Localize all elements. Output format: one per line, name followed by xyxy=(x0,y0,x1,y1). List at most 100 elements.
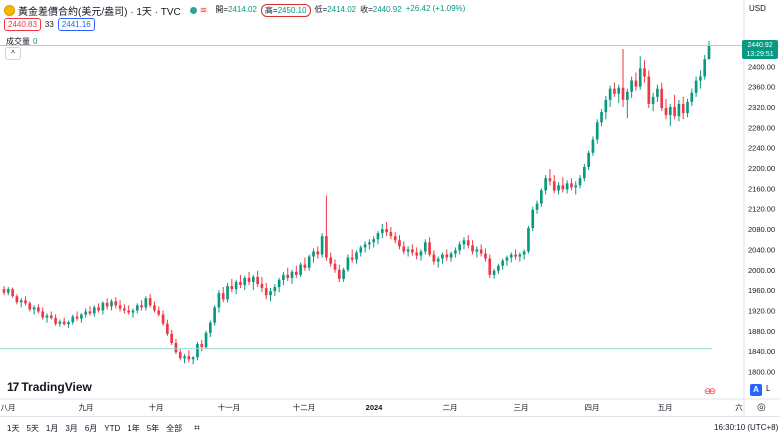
range-3m[interactable]: 3月 xyxy=(65,423,78,433)
candle xyxy=(613,82,616,97)
candle xyxy=(277,277,281,293)
candle-body xyxy=(118,305,122,309)
candle xyxy=(230,278,234,293)
trend-icon[interactable]: ≋ xyxy=(199,4,208,15)
tradingview-logo[interactable]: 17 TradingView xyxy=(7,380,92,394)
range-6m[interactable]: 6月 xyxy=(84,423,98,433)
candle-body xyxy=(153,305,156,311)
candle xyxy=(282,271,285,286)
candle xyxy=(471,240,474,255)
symbol-title[interactable]: 黃金差價合約(美元/盎司) · 1天 · TVC xyxy=(18,6,181,18)
candle xyxy=(247,271,251,286)
settings-icon[interactable]: ◎ xyxy=(757,402,766,413)
candle xyxy=(359,245,363,257)
candle-body xyxy=(359,247,363,253)
candle-body xyxy=(634,80,638,87)
range-5d[interactable]: 5天 xyxy=(26,423,39,433)
candle xyxy=(475,246,479,258)
currency-selector[interactable]: USD xyxy=(749,4,766,13)
auto-scale-button[interactable]: A xyxy=(750,384,762,396)
candle-body xyxy=(11,289,14,297)
price-tick-label: 2080.00 xyxy=(748,225,775,234)
time-tick-label: 八月 xyxy=(1,403,16,412)
candle xyxy=(157,306,161,317)
candle-body xyxy=(37,307,40,312)
candle-body xyxy=(226,286,229,300)
candle-body xyxy=(144,298,148,308)
time-tick-label: 十月 xyxy=(149,402,164,412)
candle xyxy=(699,70,702,89)
calendar-icon[interactable]: ⌗ xyxy=(194,422,200,434)
range-1y[interactable]: 1年 xyxy=(127,423,140,433)
candle-body xyxy=(337,269,341,279)
candle xyxy=(565,180,569,194)
clock-display[interactable]: 16:30:10 (UTC+8) xyxy=(714,423,779,432)
candle xyxy=(196,341,199,361)
candle-body xyxy=(273,287,277,292)
candle-body xyxy=(432,254,436,262)
candle xyxy=(638,56,642,90)
gold-symbol-icon xyxy=(4,4,15,16)
candle-body xyxy=(703,59,707,77)
candle-body xyxy=(376,233,380,240)
range-all[interactable]: 全部 xyxy=(166,423,183,433)
time-tick-label: 十一月 xyxy=(218,402,241,412)
candle-body xyxy=(84,311,88,315)
candle xyxy=(221,287,225,303)
candle-body xyxy=(441,254,444,259)
candle-body xyxy=(368,242,371,245)
sell-button[interactable]: 2440.83 xyxy=(4,18,41,31)
volume-label[interactable]: 成交量 xyxy=(6,37,30,46)
candle-body xyxy=(329,257,333,264)
candle-body xyxy=(647,76,651,104)
candle xyxy=(62,317,66,326)
buy-button[interactable]: 2441.16 xyxy=(57,18,95,31)
price-tick-label: 2200.00 xyxy=(748,164,775,173)
price-tick-label: 1800.00 xyxy=(748,368,775,377)
range-5y[interactable]: 5年 xyxy=(146,423,160,433)
candle-body xyxy=(239,281,242,286)
candle xyxy=(574,181,578,195)
candle xyxy=(217,290,221,313)
candle-body xyxy=(694,80,698,93)
candle xyxy=(514,249,517,260)
candle-body xyxy=(527,228,530,252)
candle-body xyxy=(183,356,186,359)
candle xyxy=(389,227,393,240)
candle-body xyxy=(389,232,393,237)
volume-value: 0 xyxy=(33,37,38,46)
candle xyxy=(677,99,681,122)
collapse-button[interactable]: ^ xyxy=(5,47,21,60)
candle-body xyxy=(673,107,676,117)
candle-body xyxy=(88,311,92,314)
price-tick-label: 2360.00 xyxy=(748,83,775,92)
candle xyxy=(114,297,118,309)
time-tick-label: 四月 xyxy=(585,403,600,412)
price-tick-label: 2040.00 xyxy=(748,245,775,254)
log-scale-button[interactable]: L xyxy=(766,384,771,393)
candle xyxy=(604,95,608,120)
candle-body xyxy=(45,315,49,318)
candle xyxy=(423,239,427,255)
candle-body xyxy=(230,286,234,290)
range-1d[interactable]: 1天 xyxy=(7,423,20,433)
replay-icon[interactable]: ⊖⊖ xyxy=(704,386,716,396)
candle-body xyxy=(221,293,225,300)
candle xyxy=(144,296,148,311)
candle xyxy=(243,275,247,291)
candle xyxy=(234,279,238,295)
candle-body xyxy=(591,139,595,153)
candle xyxy=(15,294,19,305)
candle xyxy=(260,276,264,293)
candle-body xyxy=(497,265,500,271)
candle-body xyxy=(131,310,135,313)
candle xyxy=(123,304,126,314)
range-ytd[interactable]: YTD xyxy=(104,423,121,433)
candle-body xyxy=(475,249,479,252)
range-1m[interactable]: 1月 xyxy=(45,423,59,433)
candle xyxy=(462,237,466,250)
candle xyxy=(174,338,178,355)
candle xyxy=(694,76,698,97)
candle-body xyxy=(574,185,578,188)
